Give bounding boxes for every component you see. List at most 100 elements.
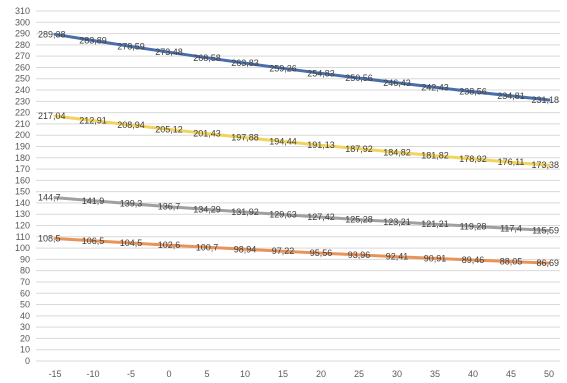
data-label: 88,05 <box>500 257 523 267</box>
data-label: 102,6 <box>158 240 181 250</box>
y-tick-label: 130 <box>15 209 30 219</box>
data-label: 144,7 <box>38 193 61 203</box>
data-label: 98,94 <box>234 244 257 254</box>
data-label: 205,12 <box>155 124 183 134</box>
data-label: 283,89 <box>79 35 107 45</box>
data-label: 250,56 <box>345 73 373 83</box>
data-label: 125,28 <box>345 215 373 225</box>
data-label: 104,5 <box>120 238 143 248</box>
data-label: 178,92 <box>459 154 487 164</box>
x-tick-label: 30 <box>392 369 402 379</box>
x-tick-label: 25 <box>354 369 364 379</box>
data-label: 86,69 <box>536 258 559 268</box>
data-label: 231,18 <box>531 95 559 105</box>
data-label: 173,38 <box>531 160 559 170</box>
series-line-4 <box>53 237 551 265</box>
y-tick-label: 250 <box>15 74 30 84</box>
y-tick-label: 240 <box>15 85 30 95</box>
x-tick-label: 20 <box>316 369 326 379</box>
y-tick-label: 90 <box>20 254 30 264</box>
x-tick-label: 0 <box>166 369 171 379</box>
data-label: 176,11 <box>498 157 525 167</box>
y-tick-label: 120 <box>15 221 30 231</box>
data-label: 289,38 <box>38 29 66 39</box>
data-label: 139,3 <box>120 199 143 209</box>
data-label: 123,21 <box>383 217 411 227</box>
y-tick-label: 230 <box>15 96 30 106</box>
data-label: 194,44 <box>269 136 297 146</box>
data-label: 208,94 <box>117 120 145 130</box>
y-tick-label: 60 <box>20 288 30 298</box>
data-label: 93,96 <box>348 250 371 260</box>
x-tick-label: 40 <box>468 369 478 379</box>
y-tick-label: 210 <box>15 119 30 129</box>
data-label: 246,43 <box>383 78 411 88</box>
data-label: 184,82 <box>383 147 411 157</box>
y-tick-label: 40 <box>20 311 30 321</box>
x-tick-label: 45 <box>506 369 516 379</box>
data-label: 121,21 <box>421 219 449 229</box>
y-tick-label: 70 <box>20 277 30 287</box>
data-label: 191,13 <box>307 140 335 150</box>
data-label: 201,43 <box>193 129 221 139</box>
y-tick-label: 270 <box>15 51 30 61</box>
x-tick-label: -15 <box>48 369 61 379</box>
x-tick-label: 5 <box>204 369 209 379</box>
y-tick-label: 300 <box>15 17 30 27</box>
x-tick-label: -5 <box>127 369 135 379</box>
x-tick-label: 10 <box>240 369 250 379</box>
series-line-2 <box>53 114 551 167</box>
data-label: 212,91 <box>79 116 107 126</box>
data-label: 141,9 <box>82 196 105 206</box>
data-label: 263,83 <box>231 58 259 68</box>
y-tick-label: 20 <box>20 333 30 343</box>
y-tick-label: 260 <box>15 62 30 72</box>
data-label: 92,41 <box>386 252 409 262</box>
x-tick-label: -10 <box>86 369 99 379</box>
data-label: 273,48 <box>155 47 183 57</box>
gridlines <box>36 10 560 362</box>
data-label: 90,91 <box>424 253 447 263</box>
series-line-3 <box>53 196 551 232</box>
data-label: 181,82 <box>421 151 449 161</box>
data-label: 108,5 <box>38 234 61 244</box>
y-tick-label: 180 <box>15 153 30 163</box>
y-tick-label: 30 <box>20 322 30 332</box>
data-label: 259,26 <box>269 63 297 73</box>
data-label: 187,92 <box>345 144 373 154</box>
y-tick-label: 110 <box>16 232 30 242</box>
y-tick-label: 140 <box>15 198 30 208</box>
data-label: 100,7 <box>196 242 219 252</box>
y-tick-label: 310 <box>15 6 30 16</box>
y-tick-label: 80 <box>20 266 30 276</box>
y-tick-label: 50 <box>20 300 30 310</box>
x-tick-label: 15 <box>278 369 288 379</box>
data-label: 268,58 <box>193 53 221 63</box>
data-label: 97,22 <box>272 246 295 256</box>
data-label: 254,83 <box>307 68 335 78</box>
data-label: 119,28 <box>460 221 487 231</box>
y-tick-label: 290 <box>15 29 30 39</box>
data-label: 242,43 <box>421 82 449 92</box>
series-line-1 <box>53 32 551 102</box>
y-tick-label: 0 <box>25 356 30 366</box>
data-label: 278,59 <box>117 41 145 51</box>
data-label: 95,56 <box>310 248 333 258</box>
data-label: 129,63 <box>269 210 297 220</box>
series-lines <box>53 32 551 265</box>
y-tick-label: 10 <box>20 345 30 355</box>
y-tick-label: 220 <box>15 108 30 118</box>
y-tick-label: 280 <box>15 40 30 50</box>
y-tick-label: 170 <box>15 164 30 174</box>
data-label: 238,56 <box>459 87 487 97</box>
y-tick-label: 100 <box>15 243 30 253</box>
y-tick-label: 150 <box>15 187 30 197</box>
data-label: 106,5 <box>82 236 105 246</box>
x-tick-label: 35 <box>430 369 440 379</box>
data-label: 136,7 <box>158 202 181 212</box>
data-label: 217,04 <box>38 111 66 121</box>
data-labels: 289,38 283,89 278,59 273,48 268,58 263,83 259,… <box>38 29 559 268</box>
data-label: 234,81 <box>497 91 525 101</box>
x-axis-ticks: -15 -10 -5 0 5 10 15 20 25 30 35 40 45 50 <box>48 369 554 379</box>
